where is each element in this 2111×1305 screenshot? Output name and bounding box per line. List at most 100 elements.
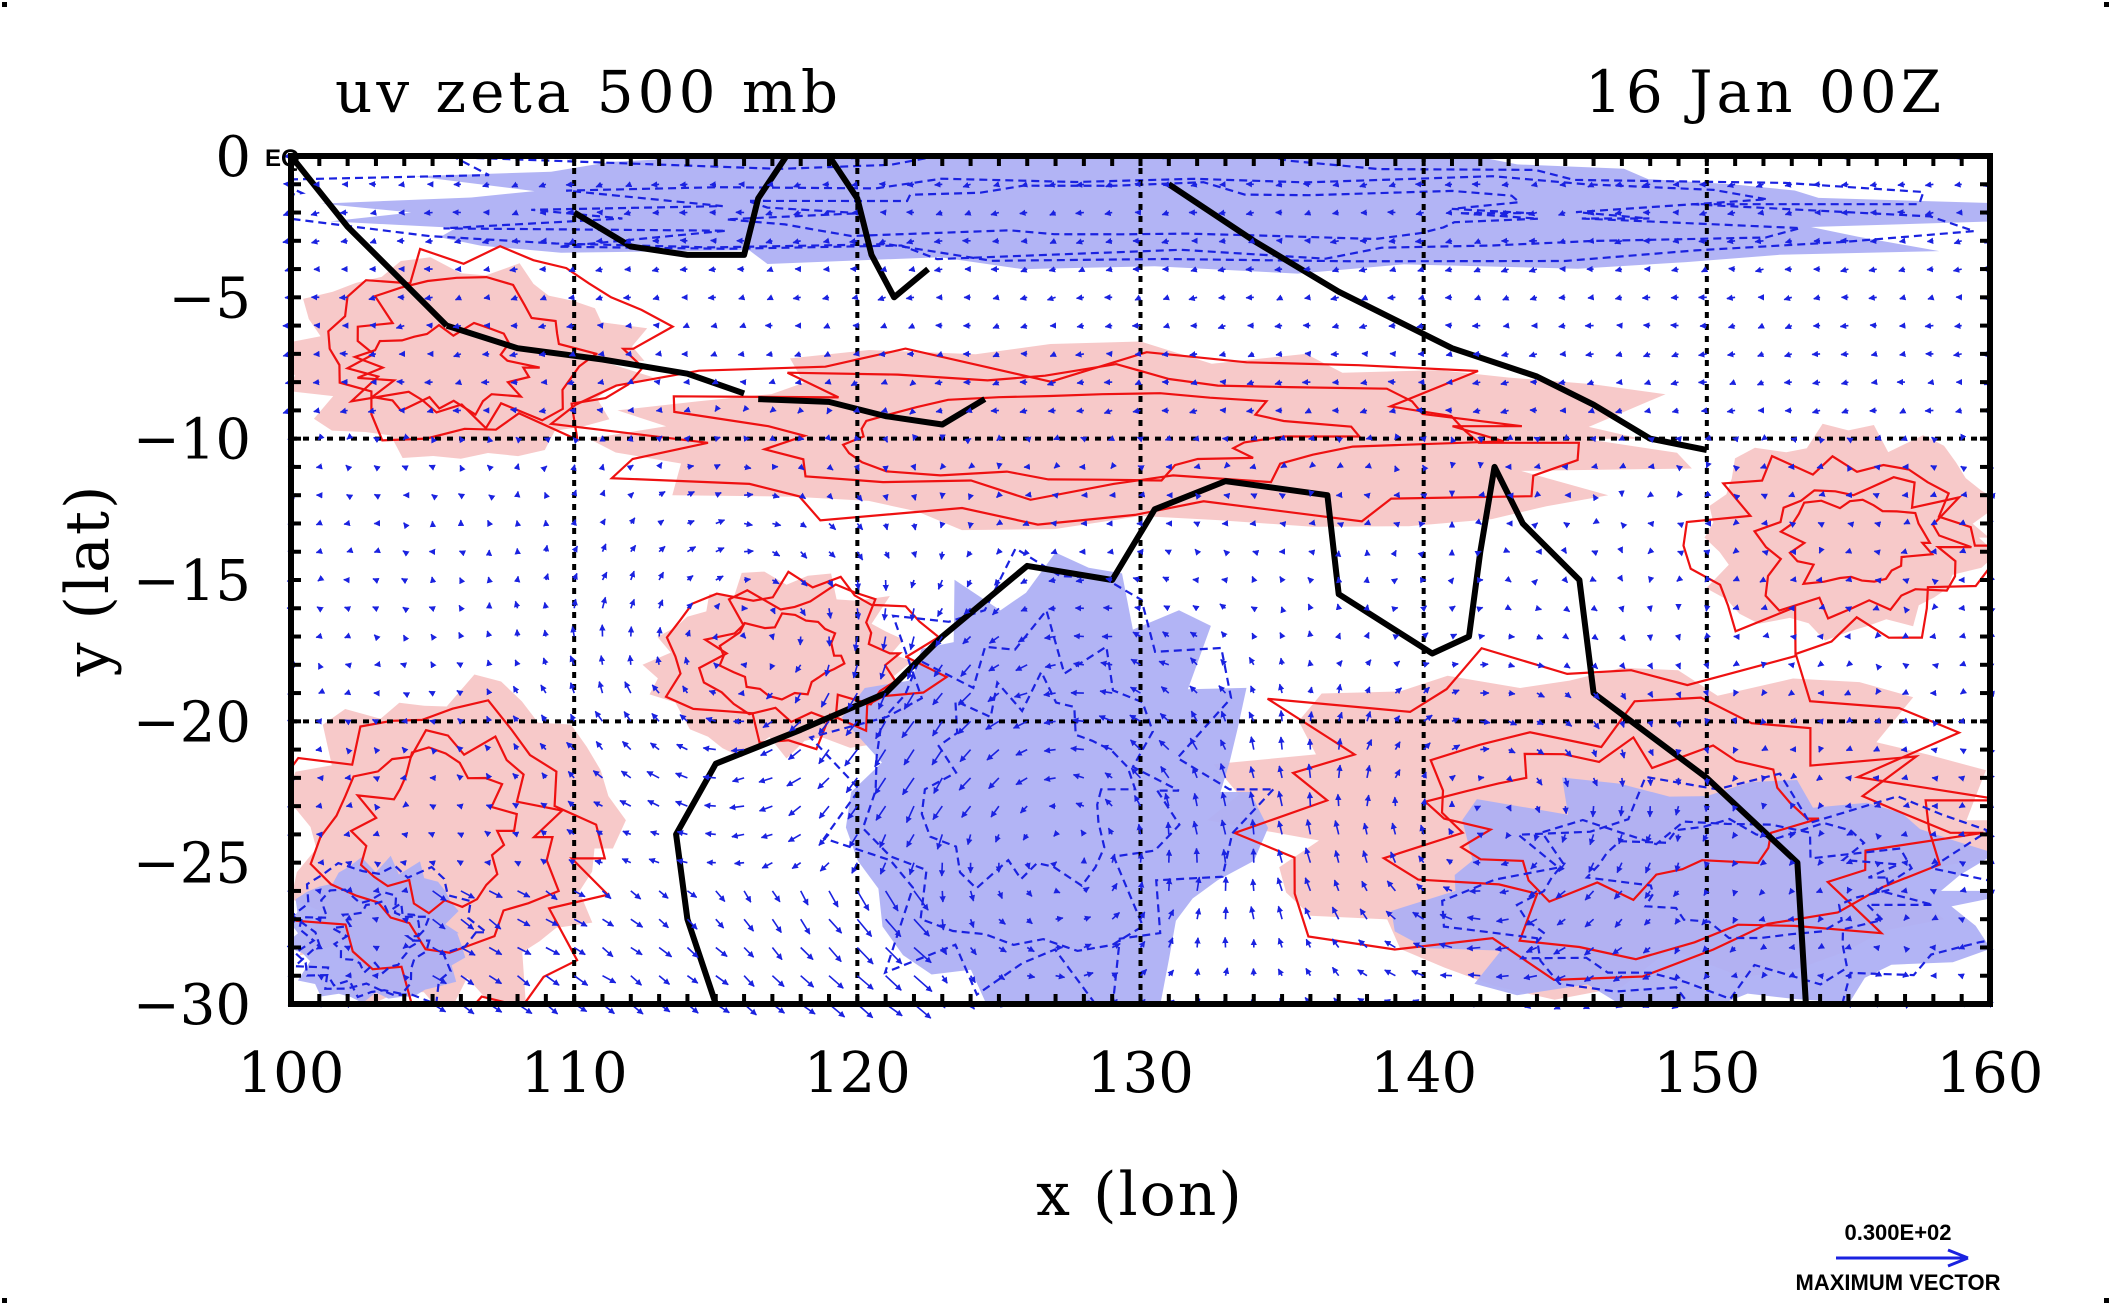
wind-vector <box>1474 294 1482 301</box>
wind-vector <box>1902 578 1910 585</box>
wind-vector <box>1027 972 1036 980</box>
wind-vector <box>1560 546 1568 554</box>
wind-vector <box>1591 550 1599 557</box>
wind-vector <box>1615 407 1623 414</box>
wind-vector <box>1218 237 1226 245</box>
wind-vector <box>878 181 886 188</box>
wind-vector <box>1506 775 1514 782</box>
wind-vector <box>1642 351 1651 358</box>
wind-vector <box>1078 266 1086 273</box>
wind-vector <box>1674 862 1681 873</box>
wind-vector <box>1158 739 1170 751</box>
wind-vector <box>1617 546 1624 554</box>
wind-vector <box>1384 940 1396 949</box>
wind-vector <box>1304 209 1312 216</box>
vorticity-contour <box>672 362 1523 501</box>
wind-vector <box>655 406 663 413</box>
wind-vector <box>737 689 745 697</box>
wind-vector <box>1875 833 1883 841</box>
wind-vector <box>1391 606 1399 613</box>
wind-vectors <box>282 152 1996 1019</box>
wind-vector <box>571 572 578 581</box>
wind-vector <box>1451 661 1459 668</box>
wind-vector <box>1163 605 1171 612</box>
wind-vector <box>483 265 491 273</box>
wind-vector <box>1499 888 1509 895</box>
wind-vector <box>310 210 320 217</box>
x-tick-label: 100 <box>238 1041 345 1106</box>
wind-vector <box>1364 686 1371 694</box>
wind-vector <box>340 237 348 245</box>
wind-vector <box>1674 436 1682 443</box>
wind-vector <box>600 596 608 609</box>
wind-vector <box>1336 711 1343 722</box>
wind-vector <box>486 659 493 667</box>
wind-vector <box>828 890 839 908</box>
wind-vector <box>648 858 660 865</box>
wind-vector <box>992 294 1000 301</box>
wind-vector <box>1274 379 1283 386</box>
wind-vector <box>514 659 521 667</box>
wind-vector <box>1868 294 1877 301</box>
wind-vector <box>799 521 807 528</box>
wind-vector <box>1760 604 1768 611</box>
wind-vector <box>573 946 586 956</box>
wind-vector <box>1784 323 1793 330</box>
wind-vector <box>1043 775 1056 783</box>
wind-vector <box>905 294 915 301</box>
wind-vector <box>820 692 830 708</box>
wind-vector <box>1619 462 1627 469</box>
wind-vector <box>958 777 972 791</box>
wind-vector <box>856 494 863 502</box>
wind-vector <box>1898 237 1906 244</box>
wind-vector <box>374 861 382 868</box>
wind-vector <box>1533 834 1540 842</box>
wind-vector <box>1472 379 1481 386</box>
wind-vector <box>1528 890 1538 898</box>
wind-vector <box>456 774 464 781</box>
wind-vector <box>1098 715 1113 723</box>
wind-vector <box>1784 209 1793 216</box>
wind-vector <box>1645 834 1652 844</box>
wind-vector <box>1647 720 1654 728</box>
wind-vector <box>1758 915 1766 922</box>
wind-vector <box>683 435 691 443</box>
wind-vector <box>1278 492 1286 500</box>
wind-vector <box>1558 294 1566 301</box>
wind-vector <box>1535 604 1543 612</box>
wind-vector <box>1331 938 1340 948</box>
wind-vector <box>679 266 688 273</box>
wind-vector <box>514 490 521 498</box>
wind-vector <box>1026 945 1035 953</box>
wind-vector <box>1589 575 1597 582</box>
wind-vector <box>1012 720 1028 729</box>
wind-vector <box>1726 407 1736 414</box>
wind-vector <box>990 407 999 414</box>
wind-vector <box>627 654 634 665</box>
wind-vector <box>1929 888 1937 895</box>
wind-vector <box>675 800 688 807</box>
wind-vector <box>1189 351 1198 358</box>
wind-vector <box>368 351 377 358</box>
y-axis-label: y (lat) <box>53 484 123 678</box>
x-axis-label: x (lon) <box>1036 1160 1244 1230</box>
wind-vector <box>1840 379 1849 386</box>
wind-vector <box>1703 972 1711 980</box>
wind-vector <box>1929 830 1937 838</box>
wind-vector <box>1558 379 1566 386</box>
wind-vector <box>596 407 604 414</box>
wind-vector <box>1874 631 1882 639</box>
wind-vector <box>1276 790 1284 807</box>
wind-vector <box>1816 463 1824 470</box>
wind-vector <box>317 575 325 582</box>
wind-vector <box>1420 771 1427 779</box>
time-label: 16 Jan 00Z <box>1585 58 1945 126</box>
wind-vector <box>542 544 550 552</box>
wind-vector <box>399 662 408 669</box>
wind-vector <box>509 407 518 414</box>
wind-vector <box>1619 720 1626 729</box>
wind-vector <box>935 407 943 414</box>
wind-vector <box>1025 917 1033 925</box>
wind-vector <box>1869 237 1877 245</box>
wind-vector <box>961 805 972 818</box>
